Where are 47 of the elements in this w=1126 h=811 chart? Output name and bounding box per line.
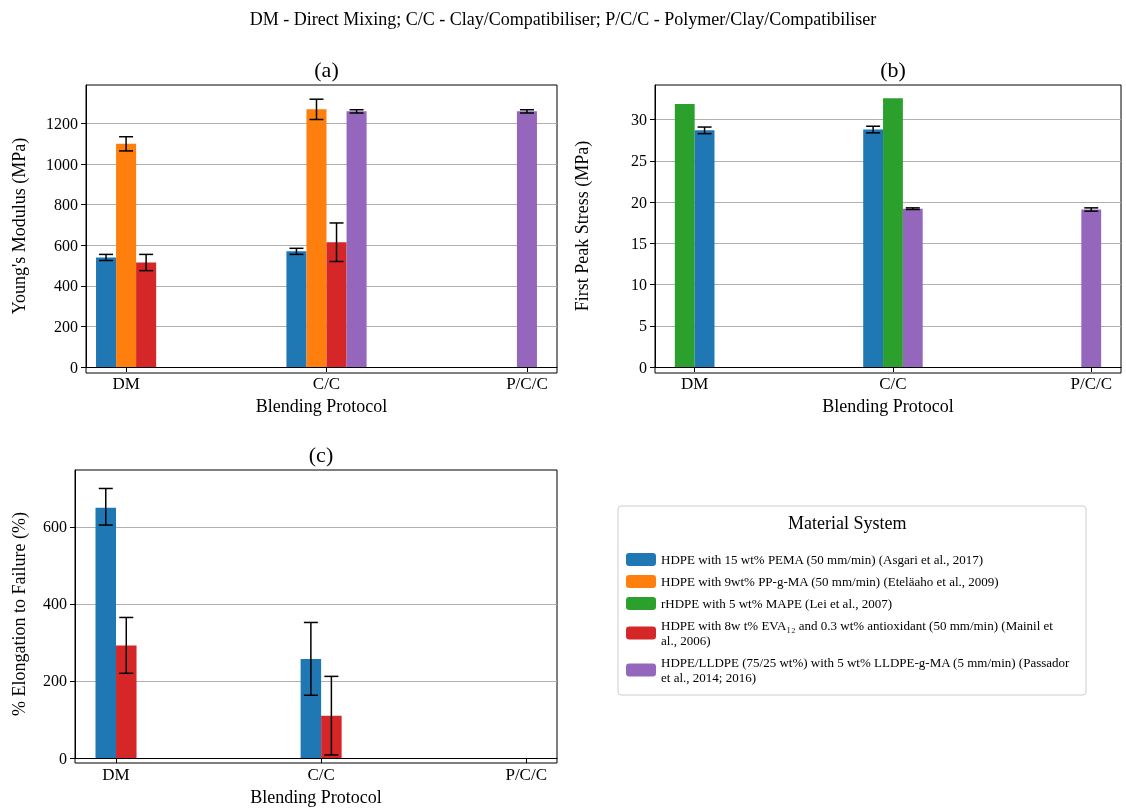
y-tick-label: 15 bbox=[631, 234, 647, 252]
bar bbox=[116, 645, 137, 758]
y-tick-label: 200 bbox=[54, 317, 78, 335]
y-tick-label: 400 bbox=[54, 277, 78, 295]
x-tick-label: DM bbox=[680, 374, 709, 393]
legend-title: Material System bbox=[788, 513, 907, 533]
y-tick-label: 5 bbox=[639, 317, 647, 335]
y-tick-label: 0 bbox=[70, 358, 78, 376]
y-tick-label: 10 bbox=[631, 276, 647, 294]
bar bbox=[95, 507, 117, 758]
y-tick-label: 600 bbox=[54, 236, 78, 254]
y-axis-title: First Peak Stress (MPa) bbox=[572, 140, 593, 312]
y-tick-label: 0 bbox=[639, 358, 647, 376]
y-tick-label: 25 bbox=[631, 152, 647, 170]
chart-title: (c) bbox=[308, 441, 334, 467]
y-tick-label: 1200 bbox=[46, 115, 78, 133]
x-tick-label: C/C bbox=[879, 374, 907, 393]
x-tick-label: DM bbox=[102, 765, 130, 784]
legend-label: HDPE/LLDPE (75/25 wt%) with 5 wt% LLDPE-g-MA (5 mm/min) (Passador et al., 2014; 2016) bbox=[661, 655, 1073, 685]
legend-label: HDPE with 9wt% PP-g-MA (50 mm/min) (Eteläaho et al., 2009) bbox=[661, 574, 999, 589]
x-tick-label: C/C bbox=[312, 374, 341, 393]
y-tick-label: 30 bbox=[631, 111, 647, 129]
chart-title: (b) bbox=[880, 56, 906, 82]
y-tick-label: 0 bbox=[59, 749, 67, 767]
legend-label: rHDPE with 5 wt% MAPE (Lei et al., 2007) bbox=[661, 596, 893, 611]
legend-label: HDPE with 15 wt% PEMA (50 mm/min) (Asgari et al., 2017) bbox=[661, 552, 984, 567]
bar bbox=[300, 659, 322, 758]
x-axis-title: Blending Protocol bbox=[255, 396, 388, 416]
bar bbox=[321, 715, 342, 758]
x-axis-title: Blending Protocol bbox=[822, 396, 954, 416]
legend-label: HDPE with 8w t% EVA₁₂ and 0.3 wt% antioxidant (50 mm/min) (Mainil et al., 2006) bbox=[661, 618, 1057, 648]
y-axis-title: Young's Modulus (MPa) bbox=[9, 137, 30, 315]
chart-title: (a) bbox=[314, 56, 339, 82]
y-tick-label: 400 bbox=[43, 595, 67, 613]
y-axis-title: % Elongation to Failure (%) bbox=[9, 512, 30, 716]
x-tick-label: P/C/C bbox=[1070, 374, 1113, 393]
x-tick-label: P/C/C bbox=[506, 374, 548, 393]
x-axis-title: Blending Protocol bbox=[250, 787, 382, 807]
y-tick-label: 1000 bbox=[46, 155, 78, 173]
x-tick-label: C/C bbox=[307, 765, 335, 784]
text: DM - Direct Mixing; C/C - Clay/Compatibiliser; P/C/C - Polymer/Clay/Compatibiliser bbox=[249, 9, 877, 29]
y-tick-label: 20 bbox=[631, 193, 647, 211]
y-tick-label: 200 bbox=[43, 672, 67, 690]
y-tick-label: 600 bbox=[43, 518, 67, 536]
y-tick-label: 800 bbox=[54, 196, 78, 214]
x-tick-label: DM bbox=[112, 374, 140, 393]
x-tick-label: P/C/C bbox=[505, 765, 548, 784]
